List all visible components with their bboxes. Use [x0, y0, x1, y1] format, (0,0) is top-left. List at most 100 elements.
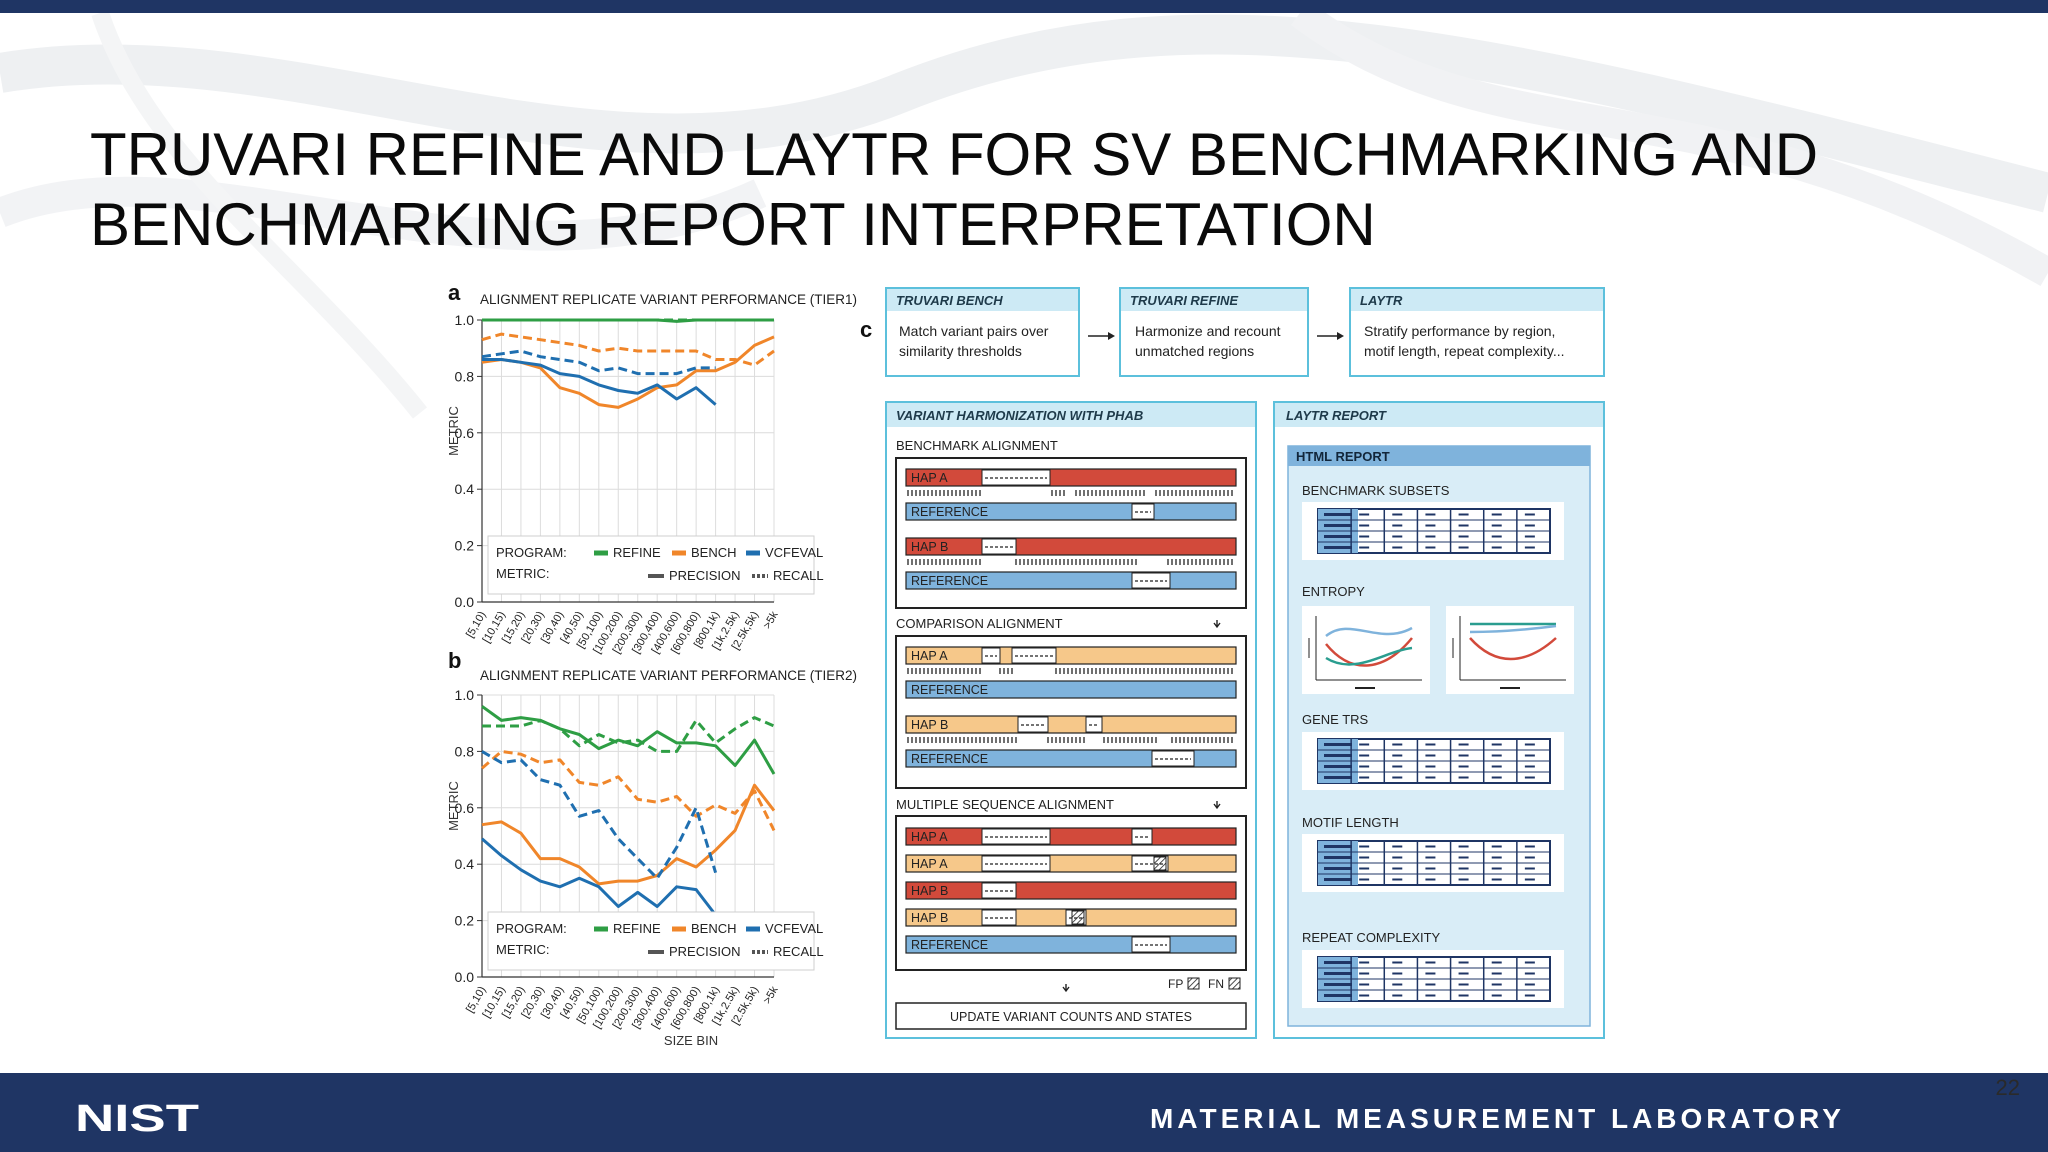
y-tick-label: 0.2 [455, 913, 475, 929]
workflow-step-laytr: LAYTR Stratify performance by region, mo… [1349, 287, 1605, 377]
y-tick-label: 0.2 [455, 538, 475, 554]
alignment-bar-label: HAP A [911, 471, 948, 485]
chart-b-ylabel: METRIC [446, 781, 461, 831]
alignment-bar-label: REFERENCE [911, 683, 988, 697]
chart-a-legend: PROGRAM: REFINE BENCH VCFEVAL METRIC: PR… [487, 535, 824, 595]
update-variant-counts-label: UPDATE VARIANT COUNTS AND STATES [950, 1010, 1192, 1024]
chart-b-legend-vcfeval: VCFEVAL [765, 921, 823, 936]
y-tick-label: 0.0 [455, 594, 475, 610]
series-line-bench-precision [481, 335, 775, 409]
variant-hatch [1071, 910, 1085, 925]
laytr-report-panel: LAYTR REPORT HTML REPORT BENCHMARK SUBSE… [1273, 401, 1605, 1039]
footer-bar [0, 1073, 2048, 1152]
y-tick-label: 0.6 [455, 800, 475, 816]
y-tick-label: 0.6 [455, 425, 475, 441]
alignment-bar [905, 827, 1237, 846]
chart-b-legend-recall: RECALL [773, 944, 824, 959]
workflow-step-laytr-line2: motif length, repeat complexity... [1364, 343, 1565, 359]
workflow-arrow-1 [1088, 332, 1115, 340]
alignment-bar [905, 881, 1237, 900]
alignment-bar [905, 854, 1237, 873]
chart-a-legend-refine: REFINE [613, 545, 661, 560]
alignment-bar-label: HAP B [911, 884, 948, 898]
y-tick-label: 0.8 [455, 743, 475, 759]
benchmark-subsets-table [1302, 502, 1564, 560]
gene-trs-table [1302, 732, 1564, 790]
laytr-section-benchmark-subsets: BENCHMARK SUBSETS [1302, 483, 1450, 498]
comparison-alignment-label: COMPARISON ALIGNMENT [896, 616, 1063, 631]
series-line-bench-recall [481, 749, 776, 832]
workflow-arrow-2 [1317, 332, 1344, 340]
msa-box: HAP A HAP A HAP B HAP B REFERENCE [895, 815, 1247, 971]
chart-a-legend-program-label: PROGRAM: [496, 545, 567, 560]
chart-b-lines [481, 705, 776, 916]
panel-a-label: a [448, 280, 461, 305]
workflow-step-bench: TRUVARI BENCH Match variant pairs over s… [885, 287, 1080, 377]
chart-b-legend-refine: REFINE [613, 921, 661, 936]
laytr-section-repeat-complexity: REPEAT COMPLEXITY [1302, 930, 1441, 945]
entropy-plots [1302, 606, 1574, 694]
chart-b-xticks: [5,10)[10,15)[15,20)[20,30)[30,40)[40,50… [464, 984, 781, 1031]
figure-canvas: a ALIGNMENT REPLICATE VARIANT PERFORMANC… [446, 280, 1605, 1048]
alignment-bar-label: HAP B [911, 718, 948, 732]
chart-b-yticks: 0.0 0.2 0.4 0.6 0.8 1.0 [455, 687, 774, 985]
background-decoration [0, 13, 2048, 419]
chart-a-legend-metric-label: METRIC: [496, 566, 549, 581]
nist-logo-text: NIST [75, 1100, 199, 1134]
laytr-report-title: LAYTR REPORT [1286, 408, 1387, 423]
chart-a-legend-bench: BENCH [691, 545, 737, 560]
fp-label: FP [1168, 977, 1183, 991]
chart-a-ylabel: METRIC [446, 406, 461, 456]
panel-c-label: c [860, 317, 872, 342]
chart-b-legend: PROGRAM: REFINE BENCH VCFEVAL METRIC: PR… [487, 911, 824, 971]
series-line-vcfeval-precision [482, 358, 717, 406]
footer-lab-name: MATERIAL MEASUREMENT LABORATORY [1150, 1103, 1845, 1134]
chart-a-lines [481, 318, 775, 409]
workflow-step-refine: TRUVARI REFINE Harmonize and recount unm… [1119, 287, 1309, 377]
workflow-step-refine-line2: unmatched regions [1135, 343, 1254, 359]
laytr-section-motif-length: MOTIF LENGTH [1302, 815, 1399, 830]
workflow-step-laytr-title: LAYTR [1360, 293, 1403, 308]
top-bar [0, 0, 2048, 13]
chart-b-title: ALIGNMENT REPLICATE VARIANT PERFORMANCE … [480, 668, 857, 683]
workflow-step-refine-title: TRUVARI REFINE [1130, 293, 1238, 308]
chart-b-legend-precision: PRECISION [669, 944, 741, 959]
update-variant-counts-button[interactable]: UPDATE VARIANT COUNTS AND STATES [895, 1002, 1247, 1030]
alignment-gap [981, 538, 1017, 555]
x-tick-label: >5k [761, 984, 781, 1006]
benchmark-alignment-label: BENCHMARK ALIGNMENT [896, 438, 1058, 453]
alignment-bar-label: HAP A [911, 830, 948, 844]
series-line-vcfeval-precision [481, 837, 717, 916]
page-number: 22 [1995, 1075, 2020, 1100]
benchmark-alignment-box: HAP A REFERENCE HAP B REFERENCE [895, 457, 1247, 609]
alignment-bar-label: HAP B [911, 540, 948, 554]
nist-logo: NIST [75, 1100, 199, 1134]
y-tick-label: 0.0 [455, 969, 475, 985]
alignment-bar-label: REFERENCE [911, 752, 988, 766]
workflow-step-bench-title: TRUVARI BENCH [896, 293, 1003, 308]
alignment-bar-label: REFERENCE [911, 938, 988, 952]
series-line-bench-recall [481, 332, 775, 367]
alignment-bar [905, 646, 1237, 665]
chart-a-xticks: [5,10)[10,15)[15,20)[20,30)[30,40)[40,50… [464, 609, 781, 656]
workflow-step-bench-line2: similarity thresholds [899, 343, 1022, 359]
series-line-vcfeval-recall [481, 750, 718, 880]
repeat-complexity-table [1302, 950, 1564, 1008]
laytr-section-entropy: ENTROPY [1302, 584, 1365, 599]
alignment-gap [981, 882, 1017, 899]
series-line-bench-precision [481, 783, 776, 886]
motif-length-table [1302, 834, 1564, 892]
alignment-bar [905, 715, 1237, 734]
alignment-bar [905, 468, 1237, 487]
chart-a-legend-precision: PRECISION [669, 568, 741, 583]
slide-title-line2: BENCHMARKING REPORT INTERPRETATION [90, 191, 1376, 258]
chart-a-title: ALIGNMENT REPLICATE VARIANT PERFORMANCE … [480, 292, 857, 307]
chart-b-xlabel: SIZE BIN [664, 1033, 718, 1048]
y-tick-label: 0.8 [455, 368, 475, 384]
alignment-gap [1011, 647, 1057, 664]
fn-label: FN [1208, 977, 1224, 991]
laytr-section-gene-trs: GENE TRS [1302, 712, 1369, 727]
x-tick-label: >5k [761, 609, 781, 631]
html-report-label: HTML REPORT [1296, 449, 1390, 464]
alignment-bar-label: HAP A [911, 649, 948, 663]
